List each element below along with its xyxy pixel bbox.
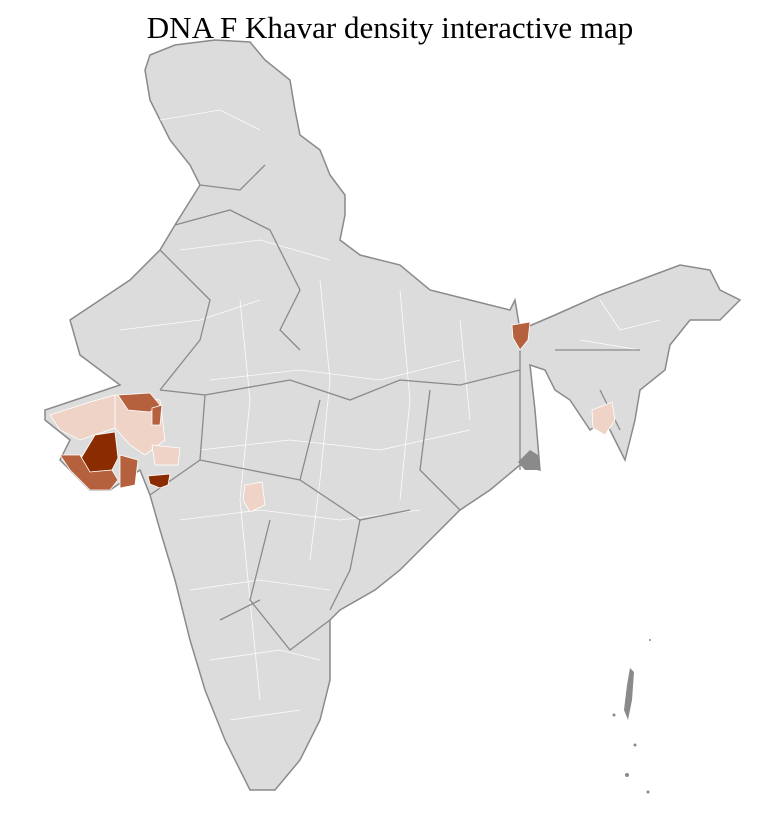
state-borders — [149, 164, 640, 651]
highlighted-districts[interactable] — [49, 321, 616, 513]
andaman-nicobar-islands — [612, 639, 651, 794]
district-borders — [119, 109, 661, 721]
region-west-bengal-medium[interactable] — [511, 321, 531, 351]
region-surat-high[interactable] — [147, 473, 171, 489]
region-northeast-low[interactable] — [591, 401, 616, 436]
region-maharashtra-low[interactable] — [242, 481, 266, 513]
india-outline[interactable] — [44, 39, 742, 791]
region-saurashtra-medium[interactable] — [59, 454, 139, 491]
region-north-gujarat-medium-2[interactable] — [151, 404, 163, 426]
sundarbans-coast — [518, 450, 540, 470]
map-title: DNA F Khavar density interactive map — [146, 10, 634, 45]
region-gujarat-east-low[interactable] — [151, 444, 181, 466]
